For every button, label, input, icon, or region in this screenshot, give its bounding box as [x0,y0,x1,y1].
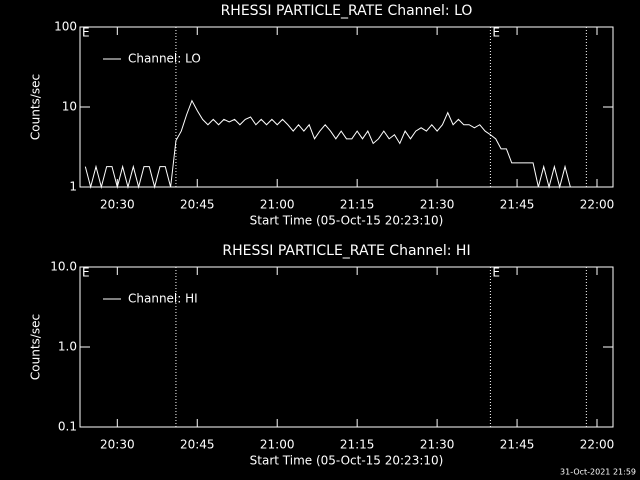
x-tick-label: 20:45 [180,198,215,212]
event-label: E [492,26,500,40]
x-tick-label: 21:30 [420,438,455,452]
data-line [84,99,571,189]
event-label: E [82,266,90,280]
x-tick-label: 20:30 [100,198,135,212]
event-label: E [492,266,500,280]
x-tick-label: 21:45 [500,438,535,452]
y-axis-label: Counts/sec [29,74,43,140]
event-label: E [82,26,90,40]
x-tick-label: 21:45 [500,198,535,212]
x-tick-label: 22:00 [580,198,615,212]
timestamp: 31-Oct-2021 21:59 [560,468,636,477]
chart-title: RHESSI PARTICLE_RATE Channel: HI [222,243,470,259]
x-tick-label: 20:45 [180,438,215,452]
legend-label: Channel: LO [128,52,201,66]
x-tick-label: 22:00 [580,438,615,452]
y-tick-label: 10 [62,100,77,114]
y-tick-label: 0.1 [58,420,77,434]
chart-title: RHESSI PARTICLE_RATE Channel: LO [221,3,473,19]
x-tick-label: 21:15 [340,198,375,212]
x-tick-label: 21:15 [340,438,375,452]
y-tick-label: 100 [54,20,77,34]
x-axis-label: Start Time (05-Oct-15 20:23:10) [250,454,444,468]
x-tick-label: 21:30 [420,198,455,212]
y-tick-label: 1.0 [58,340,77,354]
y-tick-label: 10.0 [50,260,77,274]
x-axis-label: Start Time (05-Oct-15 20:23:10) [250,214,444,228]
x-tick-label: 21:00 [260,198,295,212]
y-axis-label: Counts/sec [29,314,43,380]
y-tick-label: 1 [69,180,77,194]
legend-label: Channel: HI [128,292,198,306]
x-tick-label: 20:30 [100,438,135,452]
x-tick-label: 21:00 [260,438,295,452]
